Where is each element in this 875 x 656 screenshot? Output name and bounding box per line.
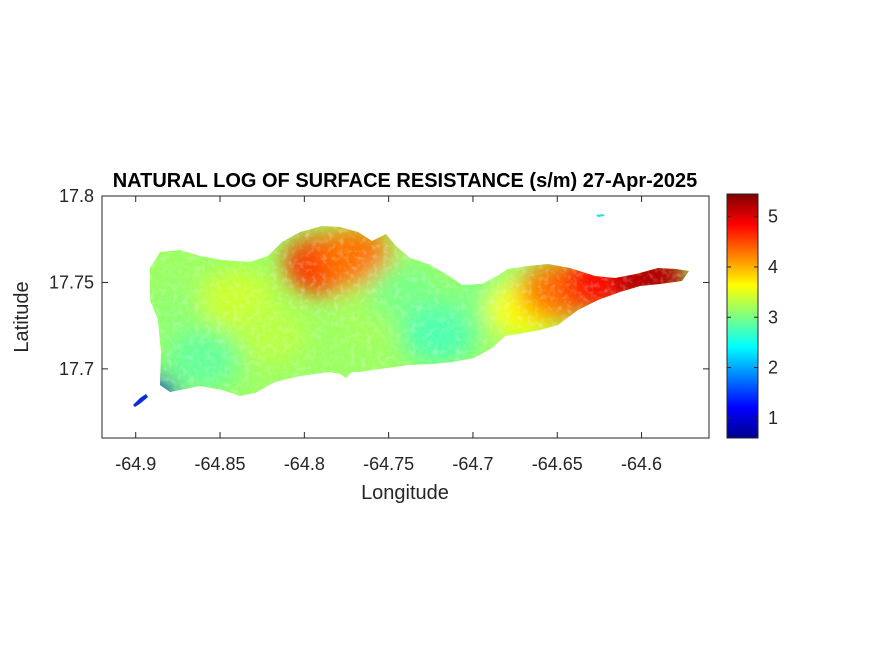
x-tick-label: -64.65 (532, 454, 583, 474)
x-tick-label: -64.85 (195, 454, 246, 474)
colorbar-tick-label: 2 (768, 358, 778, 378)
chart-title: NATURAL LOG OF SURFACE RESISTANCE (s/m) … (113, 170, 698, 192)
colorbar-tick-label: 4 (768, 257, 778, 277)
y-axis-label: Latitude (11, 281, 33, 352)
x-tick-label: -64.8 (284, 454, 325, 474)
colorbar-tick-label: 3 (768, 307, 778, 327)
y-tick-label: 17.8 (59, 186, 94, 206)
islet-northeast (596, 214, 605, 217)
x-tick-label: -64.7 (452, 454, 493, 474)
colorbar-tick-label: 1 (768, 408, 778, 428)
colorbar-ticks: 1 2 3 4 5 (727, 207, 778, 428)
y-axis-ticks: 17.7 17.75 17.8 (49, 186, 709, 379)
y-tick-label: 17.7 (59, 359, 94, 379)
x-tick-label: -64.9 (115, 454, 156, 474)
x-tick-label: -64.75 (363, 454, 414, 474)
y-tick-label: 17.75 (49, 272, 94, 292)
colorbar-tick-label: 5 (768, 207, 778, 227)
colorbar (726, 193, 759, 439)
x-tick-label: -64.6 (621, 454, 662, 474)
x-axis-ticks: -64.9 -64.85 -64.8 -64.75 -64.7 -64.65 -64.6 (115, 196, 662, 474)
islet-southwest (133, 394, 148, 407)
x-axis-label: Longitude (361, 482, 449, 504)
